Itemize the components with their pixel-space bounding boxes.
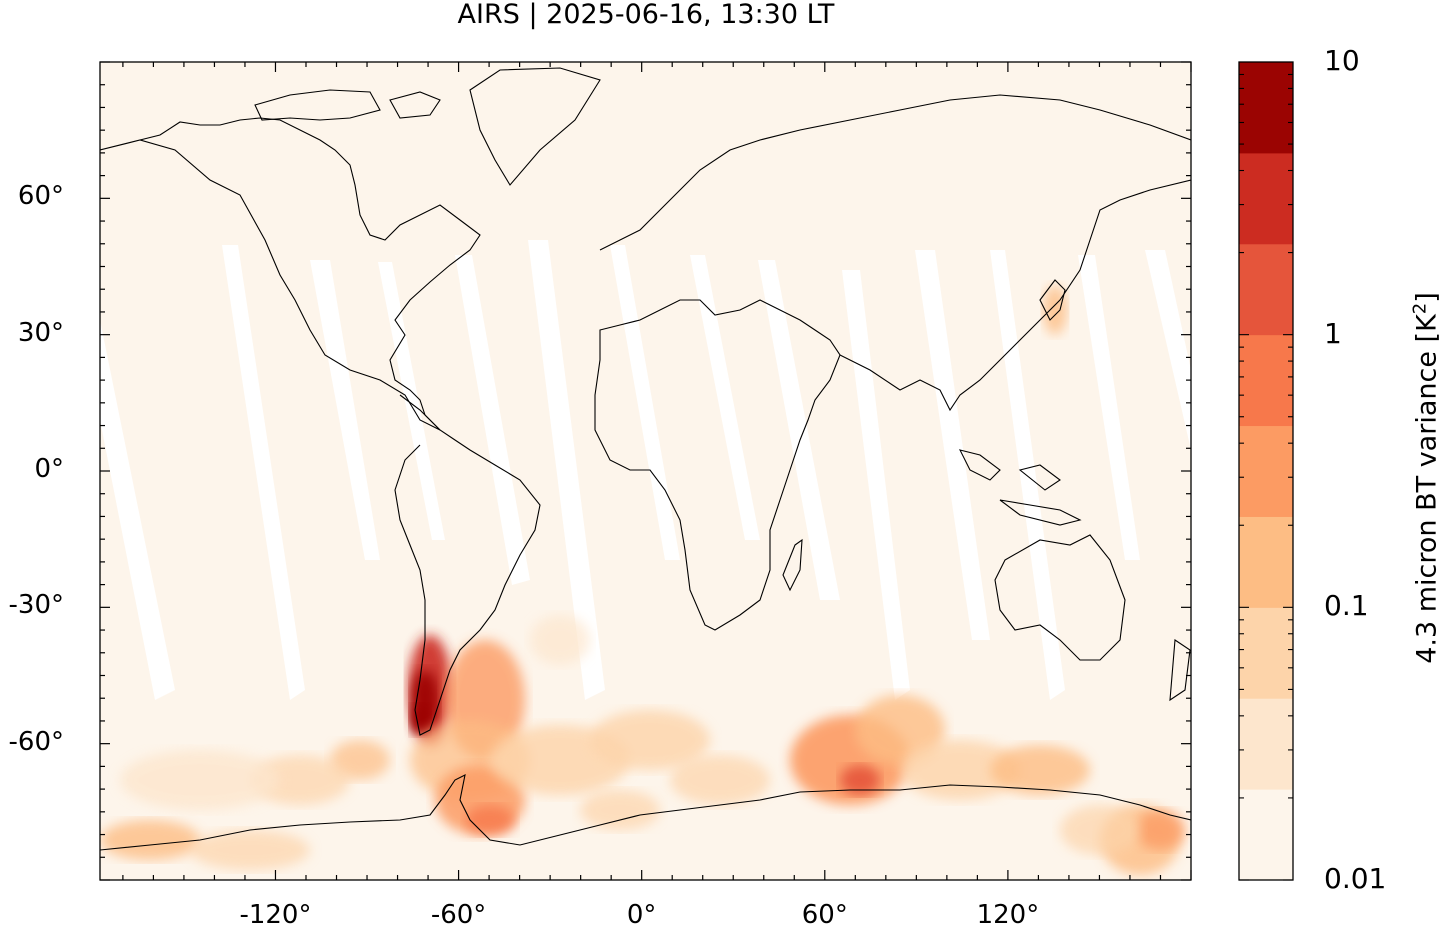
colorbar-segment <box>1239 152 1293 245</box>
map-axes <box>99 61 1192 881</box>
colorbar-segment <box>1239 607 1293 699</box>
colorbar-segment <box>1239 243 1293 336</box>
variance-blob <box>530 615 590 665</box>
colorbar-tick-label: 0.1 <box>1324 589 1369 623</box>
variance-blob <box>190 830 310 870</box>
variance-blob <box>410 705 430 735</box>
variance-blob <box>1135 810 1185 850</box>
colorbar-title: 4.3 micron BT variance [K2] <box>1409 292 1442 664</box>
y-tick-label: 0° <box>34 454 64 484</box>
variance-blob <box>900 740 1020 800</box>
variance-blob <box>580 790 660 830</box>
colorbar-segment <box>1239 62 1293 154</box>
variance-blob <box>840 765 880 795</box>
variance-blob <box>990 745 1090 795</box>
y-tick-label: -30° <box>8 590 64 621</box>
y-tick-label: 30° <box>17 317 64 348</box>
x-tick-label: -120° <box>239 900 312 930</box>
variance-blob <box>1043 285 1067 335</box>
x-tick-label: -60° <box>430 900 487 930</box>
colorbar-frame <box>1238 61 1294 881</box>
x-tick-label: 60° <box>801 900 848 930</box>
y-tick-label: 60° <box>17 181 64 212</box>
colorbar-segment <box>1239 334 1293 427</box>
colorbar <box>1238 61 1294 881</box>
x-tick-label: 0° <box>626 900 657 930</box>
x-tick-label: 120° <box>976 900 1040 930</box>
colorbar-tick-label: 0.01 <box>1324 862 1387 895</box>
y-tick-label: -60° <box>8 726 64 757</box>
variance-blob <box>1060 805 1140 855</box>
variance-blob <box>465 805 515 835</box>
coastlines <box>100 67 1191 851</box>
colorbar-tick-label: 10 <box>1324 44 1360 77</box>
variance-blob <box>250 755 350 805</box>
orbit-gaps <box>100 240 1191 700</box>
variance-blob <box>670 755 770 805</box>
map-title: AIRS | 2025-06-16, 13:30 LT <box>457 0 835 30</box>
variance-field <box>100 285 1185 875</box>
colorbar-segment <box>1239 425 1293 517</box>
colorbar-segment <box>1239 789 1293 881</box>
colorbar-segment <box>1239 516 1293 608</box>
variance-blob <box>120 750 280 810</box>
variance-blob <box>590 710 710 770</box>
variance-blob <box>100 820 200 860</box>
colorbar-segment <box>1239 698 1293 790</box>
colorbar-tick-label: 1 <box>1324 316 1342 350</box>
